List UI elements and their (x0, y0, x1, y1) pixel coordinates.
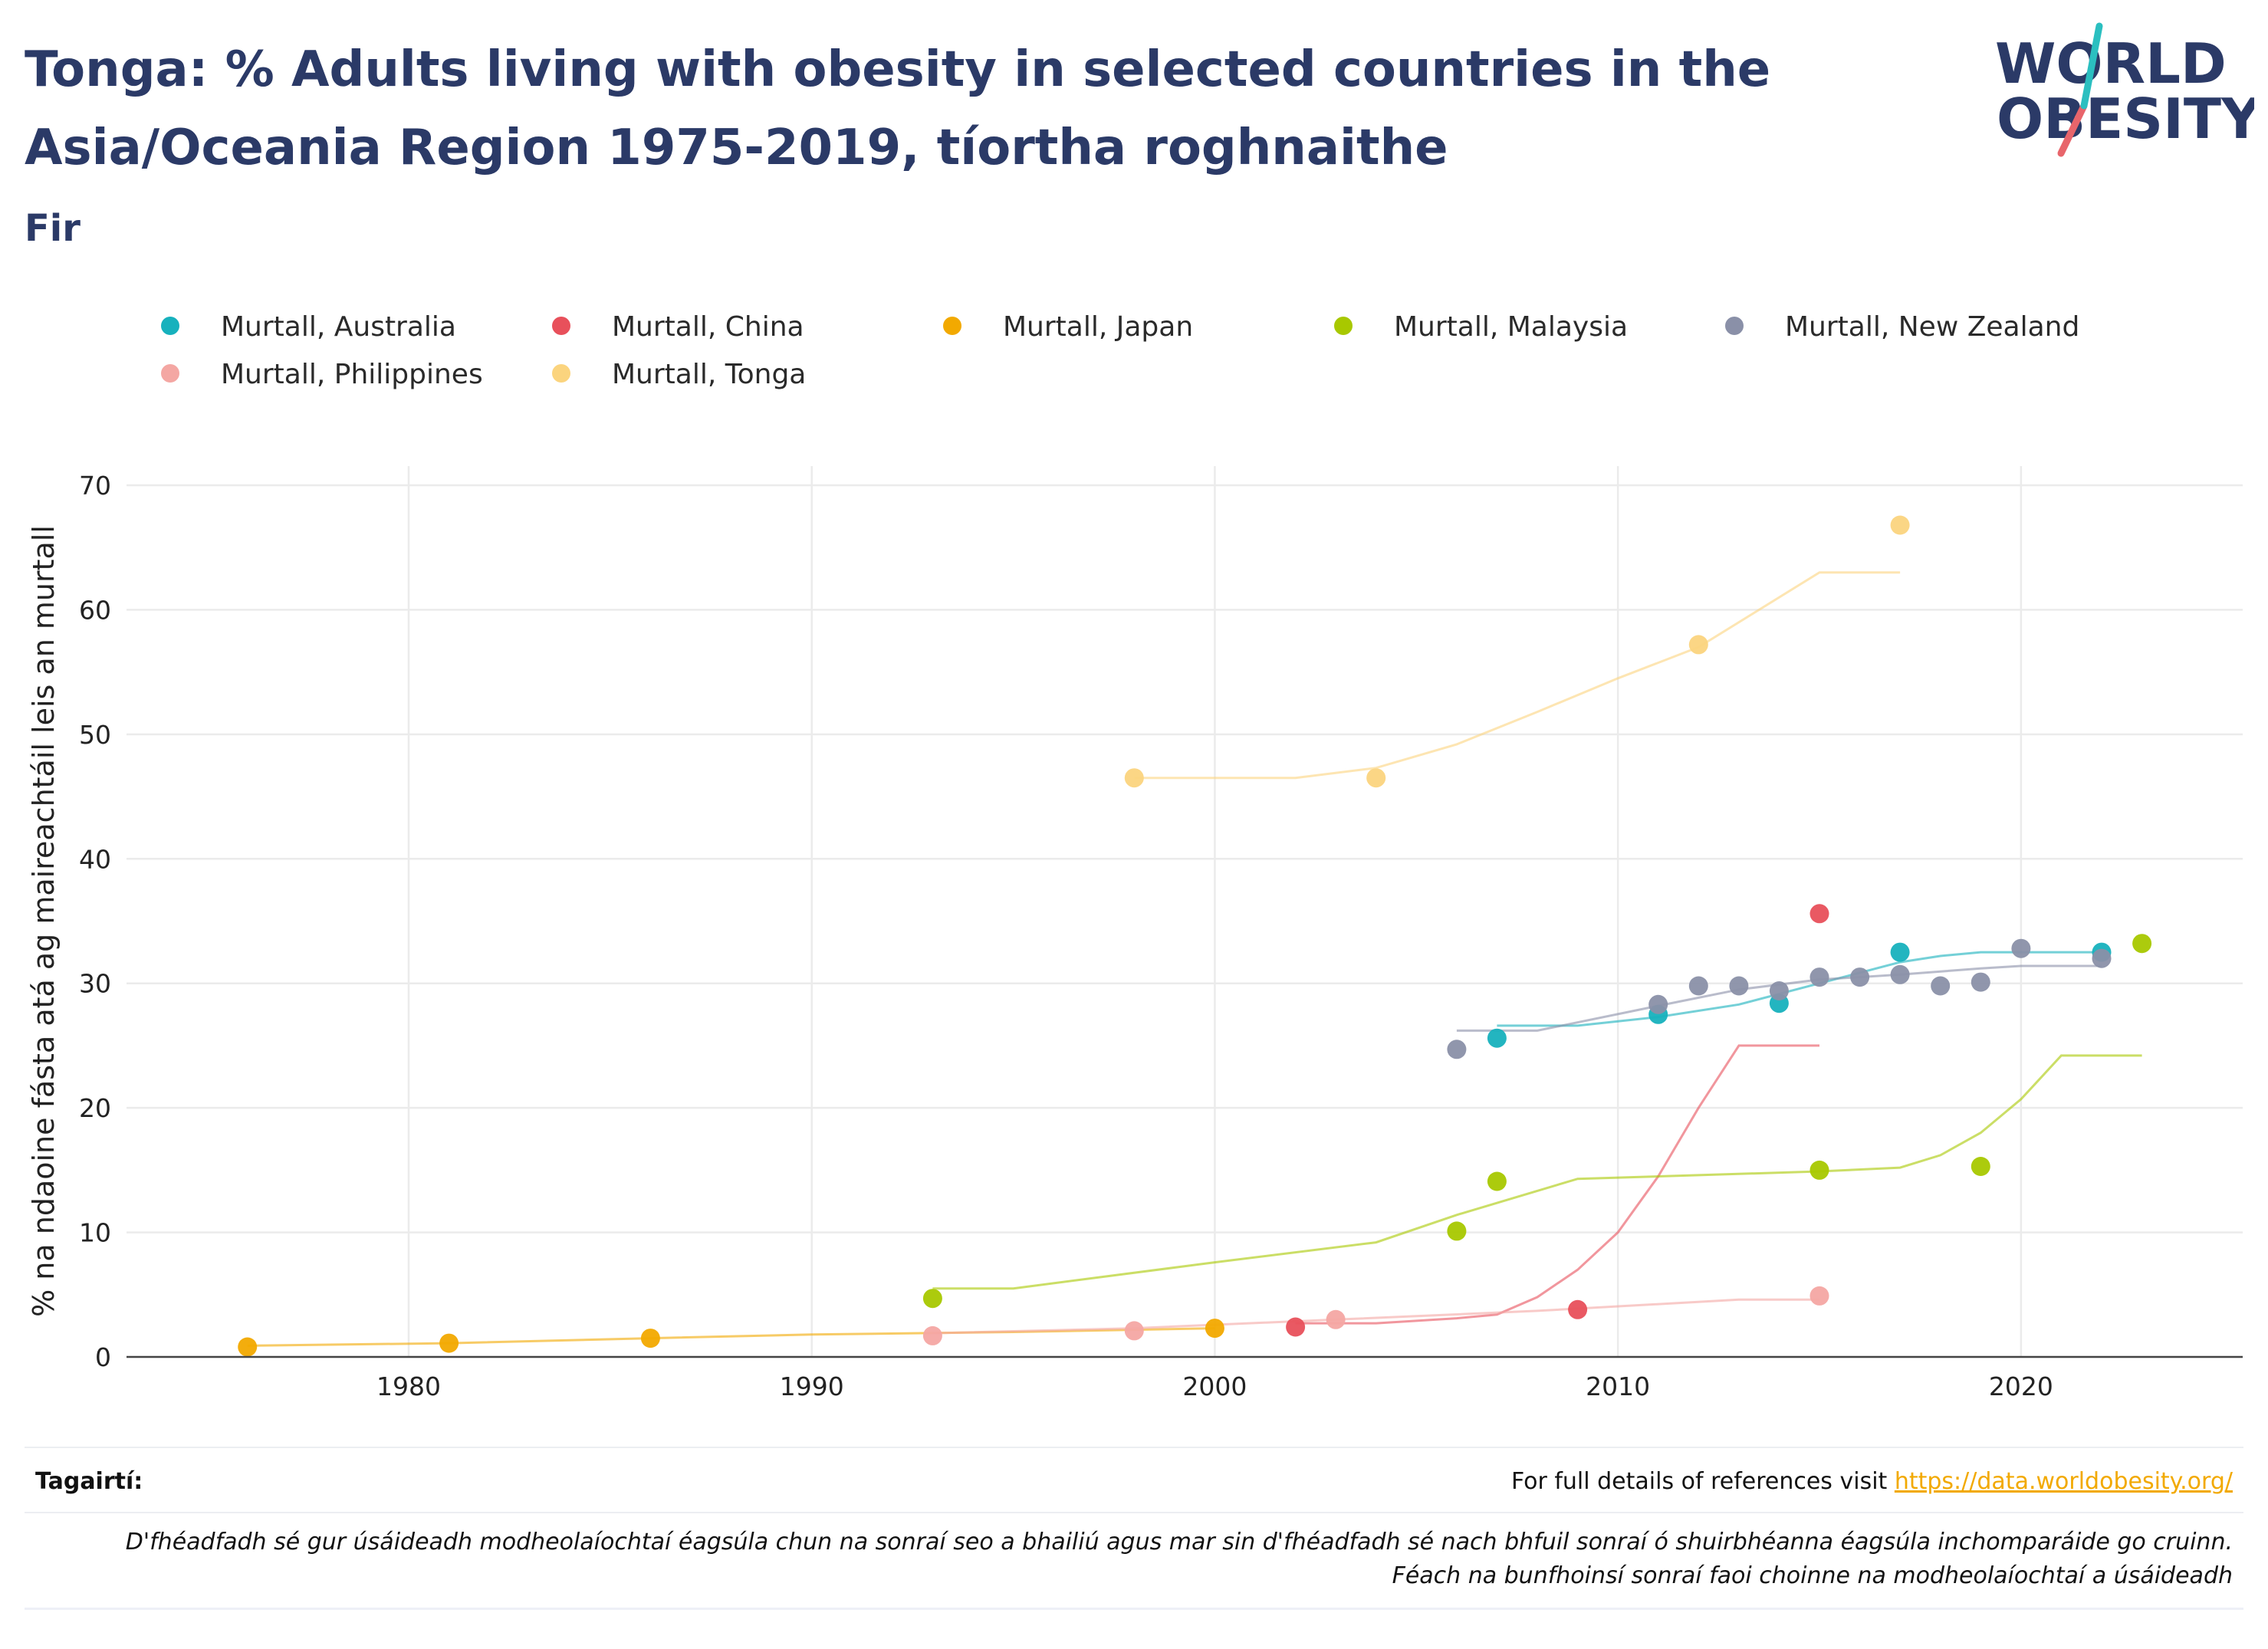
y-tick-label: 50 (79, 720, 111, 750)
legend-label: Murtall, Philippines (221, 359, 483, 390)
data-point (1890, 515, 1910, 535)
y-axis-title: % na ndaoine fásta atá ag maireachtáil l… (27, 525, 61, 1317)
data-point (439, 1333, 459, 1353)
legend-marker (1334, 317, 1353, 335)
legend-marker (552, 364, 570, 383)
data-point (2132, 934, 2152, 954)
data-point (1971, 972, 1990, 992)
data-point (1688, 635, 1708, 655)
trend-line (932, 1054, 2142, 1290)
data-point (640, 1329, 660, 1348)
data-point (2011, 938, 2031, 958)
legend-label: Murtall, Australia (221, 311, 456, 343)
data-point (1326, 1309, 1346, 1329)
references-label: Tagairtí: (35, 1468, 143, 1495)
references-text: For full details of references visit htt… (1511, 1468, 2233, 1495)
data-point (1809, 1286, 1829, 1306)
data-point (238, 1337, 258, 1357)
data-point (1447, 1221, 1467, 1241)
legend-label: Murtall, New Zealand (1785, 311, 2079, 343)
obesity-chart: Murtall, Australia Murtall, China Murtall,… (27, 311, 2243, 1401)
logo-slash-teal (2080, 22, 2103, 110)
disclaimer-line-1: D'fhéadfadh sé gur úsáideadh modheolaíoc… (125, 1529, 2233, 1555)
legend-label: Murtall, Tonga (612, 359, 806, 390)
data-point (922, 1325, 942, 1345)
y-tick-label: 70 (79, 471, 111, 501)
data-point (1890, 964, 1910, 984)
legend-label: Murtall, Malaysia (1394, 311, 1628, 343)
chart-grid (127, 466, 2243, 1358)
y-tick-label: 10 (79, 1218, 111, 1248)
data-point (1931, 976, 1951, 996)
chart-title: Tonga: % Adults living with obesity in s… (25, 41, 1771, 176)
y-tick-label: 60 (79, 595, 111, 625)
legend-marker (943, 317, 961, 335)
data-point (1729, 976, 1749, 996)
data-point (1366, 768, 1386, 788)
logo-slash-red (2057, 102, 2088, 157)
data-point (2092, 948, 2112, 968)
trend-line (1134, 571, 1901, 780)
disclaimer-line-2: Féach na bunfhoinsí sonraí faoi choinne … (1392, 1562, 2233, 1589)
data-point (1890, 942, 1910, 962)
data-point (1487, 1171, 1507, 1191)
data-point (1124, 1321, 1144, 1341)
data-point (1809, 904, 1829, 924)
data-point (1205, 1319, 1224, 1339)
footer-divider (25, 1512, 2243, 1513)
data-point (1769, 981, 1789, 1000)
data-point (1809, 1160, 1829, 1180)
legend-marker (1725, 317, 1744, 335)
legend-marker (161, 364, 179, 383)
x-tick-label: 2000 (1182, 1371, 1247, 1401)
x-tick-label: 2020 (1989, 1371, 2053, 1401)
data-point (1850, 967, 1870, 987)
y-tick-label: 0 (95, 1342, 111, 1372)
trend-line (932, 1298, 1819, 1335)
data-point (1648, 994, 1668, 1014)
data-point (1568, 1299, 1588, 1319)
data-point (1487, 1028, 1507, 1048)
chart-subtitle: Fir (25, 207, 81, 250)
y-tick-label: 40 (79, 844, 111, 874)
logo-line2: OBESITY (1997, 87, 2254, 151)
trend-lines (247, 571, 2142, 1347)
world-obesity-logo: WORLD OBESITY (1995, 22, 2254, 157)
y-tick-label: 30 (79, 969, 111, 999)
data-points (238, 515, 2152, 1357)
x-tick-label: 2010 (1586, 1371, 1650, 1401)
footer-divider (25, 1447, 2243, 1448)
x-tick-label: 1990 (780, 1371, 844, 1401)
disclaimer: D'fhéadfadh sé gur úsáideadh modheolaíoc… (25, 1526, 2233, 1593)
legend-label: Murtall, Japan (1003, 311, 1193, 343)
legend-marker (552, 317, 570, 335)
references-link[interactable]: https://data.worldobesity.org/ (1894, 1468, 2233, 1495)
chart-axes: 0 10 20 30 40 50 60 70 1980 1990 2000 2010 2020 % na … (27, 471, 2243, 1401)
chart-legend: Murtall, Australia Murtall, China Murtall,… (161, 311, 2079, 390)
data-point (1447, 1040, 1467, 1059)
y-tick-label: 20 (79, 1093, 111, 1123)
data-point (922, 1289, 942, 1309)
legend-label: Murtall, China (612, 311, 804, 343)
data-point (1286, 1317, 1306, 1337)
references-prefix: For full details of references visit (1510, 1468, 1895, 1495)
trend-line (1295, 1044, 1819, 1325)
footer-divider (25, 1608, 2243, 1610)
data-point (1124, 768, 1144, 788)
legend-marker (161, 317, 179, 335)
data-point (1971, 1157, 1990, 1176)
x-tick-label: 1980 (376, 1371, 441, 1401)
logo-line1: WORLD (1995, 31, 2227, 96)
data-point (1688, 976, 1708, 996)
data-point (1809, 967, 1829, 987)
trend-line (1497, 951, 2102, 1027)
